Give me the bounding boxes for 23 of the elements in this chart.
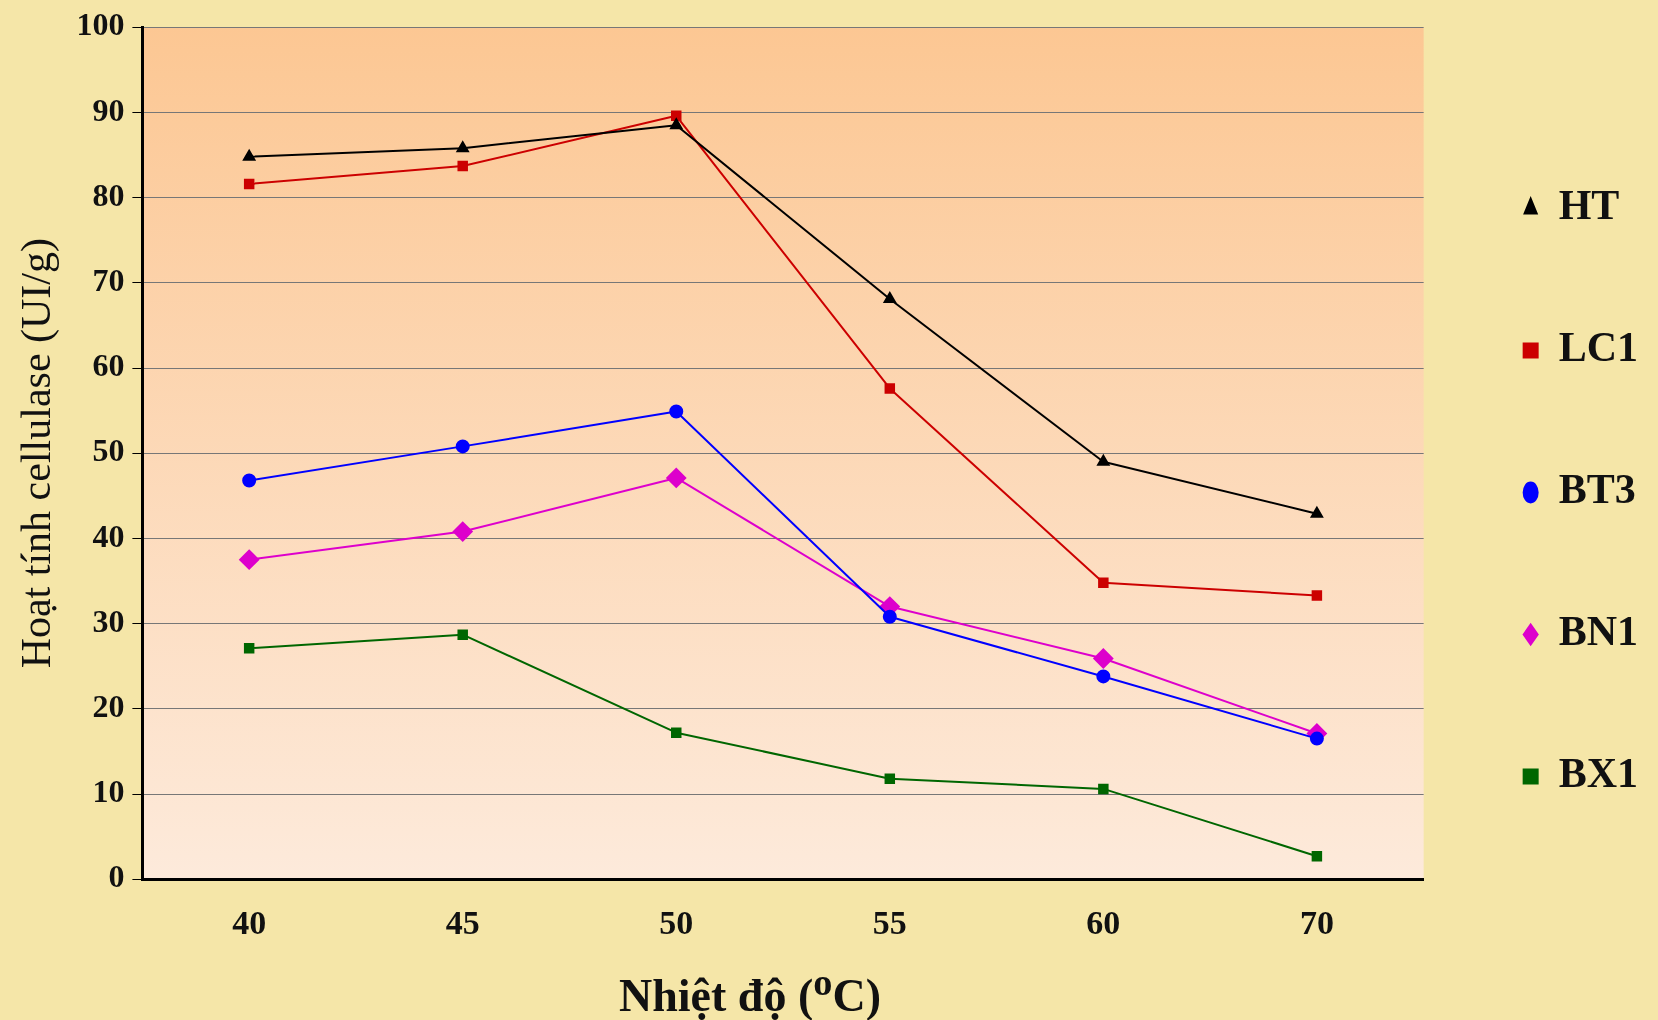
y-tick-label: 0 xyxy=(108,858,125,895)
legend-label: LC1 xyxy=(1558,324,1639,371)
y-tick-label: 70 xyxy=(92,262,125,299)
legend-label: BT3 xyxy=(1558,466,1636,513)
y-axis-title: Hoạt tính cellulase (UI/g) xyxy=(13,238,61,669)
x-tick-label: 60 xyxy=(1086,904,1121,942)
y-tick-label: 30 xyxy=(92,602,125,639)
y-tick-label: 20 xyxy=(92,688,125,725)
y-tick-label: 100 xyxy=(76,6,125,43)
legend-label: HT xyxy=(1558,182,1620,229)
y-tick-label: 60 xyxy=(92,347,125,384)
y-tick-label: 50 xyxy=(92,432,125,469)
legend-label: BN1 xyxy=(1558,608,1639,655)
x-tick-label: 50 xyxy=(659,904,694,942)
y-tick-label: 10 xyxy=(92,773,125,810)
y-tick-label: 80 xyxy=(92,176,125,213)
x-tick-label: 40 xyxy=(232,904,267,942)
legend-label: BX1 xyxy=(1558,750,1639,797)
y-tick-label: 40 xyxy=(92,517,125,554)
x-tick-label: 70 xyxy=(1299,904,1334,942)
y-tick-label: 90 xyxy=(92,91,125,128)
x-tick-label: 45 xyxy=(445,904,480,942)
x-tick-label: 55 xyxy=(872,904,907,942)
